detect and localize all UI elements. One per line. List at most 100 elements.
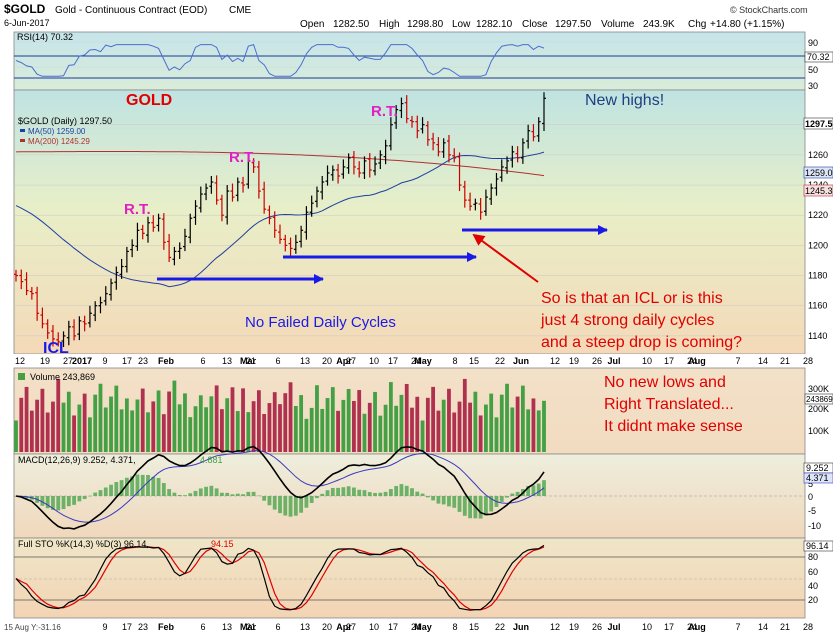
brand-label: © StockCharts.com	[730, 5, 808, 15]
date-tick-top: 12	[15, 356, 25, 366]
volume-bar	[51, 401, 55, 452]
macd-histogram-bar	[394, 485, 399, 496]
volume-axis: 300K 200K 100K	[808, 384, 829, 436]
macd-histogram-bar	[515, 491, 520, 496]
sto-axis: 80 60 40 20	[808, 552, 818, 605]
date-tick-bottom: 8	[452, 622, 457, 632]
macd-histogram-bar	[119, 480, 124, 496]
volume-bar	[336, 410, 340, 452]
price-bar	[293, 234, 298, 254]
ma200-line	[15, 151, 545, 177]
price-bar	[505, 156, 510, 174]
date-tick-top: 8	[452, 356, 457, 366]
sto-value-tag	[803, 540, 833, 552]
chg-value: +14.80 (+1.15%)	[710, 19, 785, 30]
sto-d-line	[15, 546, 545, 611]
low-label: Low	[452, 19, 471, 30]
price-bar	[457, 152, 462, 192]
price-bar	[309, 195, 314, 217]
date-tick-top: Jun	[513, 356, 529, 366]
close-label: Close	[522, 19, 548, 30]
volume-bar	[383, 404, 388, 452]
date-tick-bottom: 19	[569, 622, 579, 632]
price-bar	[483, 189, 488, 216]
symbol: $GOLD	[4, 2, 46, 16]
volume-bar	[346, 389, 351, 452]
macd-tag-2-text: 4.371	[806, 473, 829, 483]
chg-label: Chg	[688, 19, 706, 30]
volume-swatch	[18, 373, 25, 380]
macd-histogram-bar	[98, 490, 103, 496]
macd-histogram-bar	[505, 496, 509, 498]
price-bar	[410, 115, 414, 128]
macd-histogram-bar	[352, 487, 356, 496]
date-tick-bottom: 15	[469, 622, 479, 632]
volume-bar	[220, 409, 224, 452]
macd-histogram-bar	[40, 496, 45, 506]
volume-bar	[77, 404, 82, 452]
macd-histogram-bar	[378, 492, 383, 496]
volume-bar	[293, 406, 298, 452]
price-bar	[394, 105, 399, 129]
macd-histogram-bar	[325, 490, 330, 496]
date-tick-top: 20	[322, 356, 332, 366]
macd-histogram-bar	[251, 491, 256, 496]
macd-histogram-bar	[109, 484, 113, 496]
sto-tick: 40	[808, 581, 818, 591]
volume-bar	[172, 380, 177, 452]
volume-bar	[198, 395, 203, 452]
macd-histogram-bar	[56, 496, 61, 511]
volume-bar	[61, 402, 66, 452]
volume-bar	[98, 383, 103, 452]
volume-bar	[299, 395, 304, 452]
volume-bar	[452, 412, 457, 452]
volume-bar	[88, 417, 92, 452]
volume-bar	[515, 396, 520, 452]
macd-line	[15, 445, 545, 530]
price-bar	[499, 159, 504, 182]
price-bar	[357, 161, 362, 178]
sto-k-line	[15, 544, 545, 611]
macd-axis: 5 0 -5 -10	[808, 479, 821, 531]
exchange: CME	[229, 5, 252, 16]
price-tick: 1140	[808, 331, 827, 341]
price-bar	[109, 278, 114, 301]
sto-d-label: 94.15	[211, 539, 234, 549]
macd-histogram-bar	[114, 482, 119, 496]
macd-label: MACD(12,26,9) 9.252, 4.371,	[18, 455, 136, 465]
price-bar	[182, 228, 187, 252]
price-bar	[151, 215, 156, 232]
date-tick-top: 2017	[72, 356, 92, 366]
price-bar	[441, 138, 446, 158]
volume-bar	[146, 412, 150, 452]
macd-histogram-bar	[531, 485, 536, 496]
volume-bar	[40, 388, 45, 452]
new-highs-annotation: New highs!	[585, 92, 664, 109]
price-bar	[246, 153, 251, 189]
macd-histogram-bar	[183, 495, 187, 496]
volume-tick: 200K	[808, 404, 829, 414]
price-axis: 12801260124012201200118011601140	[808, 120, 828, 341]
macd-histogram-bar	[478, 496, 483, 519]
date-tick-bottom: Feb	[158, 622, 175, 632]
open-label: Open	[300, 19, 324, 30]
volume-bar	[161, 414, 166, 452]
date-tick-top: 10	[642, 356, 652, 366]
volume-bars	[14, 378, 546, 452]
macd-histogram-bar	[362, 490, 367, 496]
date-tick-bottom: 13	[300, 622, 310, 632]
macd-histogram-bar	[124, 477, 129, 496]
price-bar	[235, 177, 240, 202]
open-value: 1282.50	[333, 19, 370, 30]
price-bar	[45, 319, 50, 339]
sto-tick: 80	[808, 552, 818, 562]
macd-histogram-bar	[235, 493, 240, 496]
macd-histogram-bar	[388, 489, 393, 496]
volume-bar	[246, 412, 251, 452]
close-tag-text: 1297.5	[805, 119, 833, 129]
date-tick-bottom: 17	[388, 622, 398, 632]
volume-bar	[288, 382, 293, 452]
volume-bar	[272, 392, 277, 452]
